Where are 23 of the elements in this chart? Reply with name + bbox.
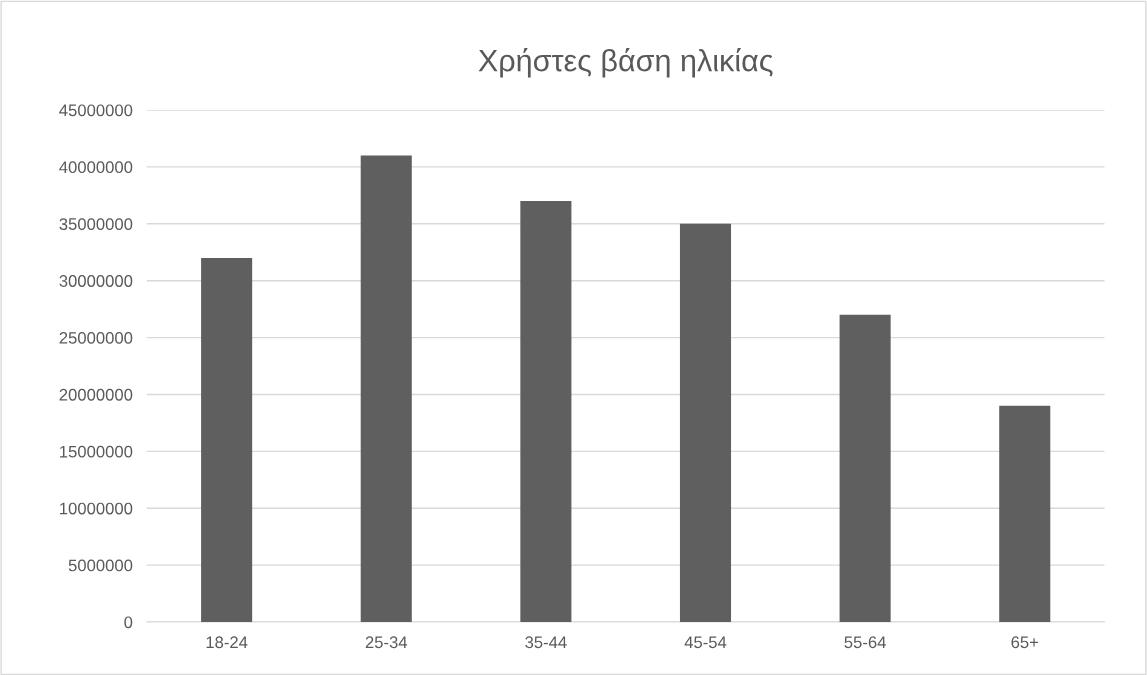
y-tick-label: 0 [124,616,133,629]
x-tick-label: 65+ [1011,636,1039,649]
y-tick-label: 5000000 [68,559,133,572]
y-tick-label: 45000000 [59,104,133,117]
x-tick-label: 35-44 [525,636,567,649]
x-tick-label: 45-54 [684,636,727,649]
chart-title: Χρήστες βάση ηλικίας [478,48,773,78]
y-tick-label: 10000000 [60,502,133,515]
y-tick-label: 15000000 [60,445,133,458]
y-tick-label: 25000000 [59,331,133,344]
y-tick-label: 35000000 [59,218,133,230]
x-tick-label: 25-34 [365,636,408,649]
y-tick-label: 30000000 [59,275,133,287]
bar [520,201,572,623]
bar [839,314,891,623]
bar [360,155,412,623]
y-tick-label: 40000000 [59,161,133,174]
bar [999,405,1051,623]
y-tick-label: 20000000 [59,388,133,401]
x-tick-label: 55-64 [844,636,886,649]
bar [201,257,253,623]
bar [679,223,732,623]
x-tick-label: 18-24 [206,636,248,649]
